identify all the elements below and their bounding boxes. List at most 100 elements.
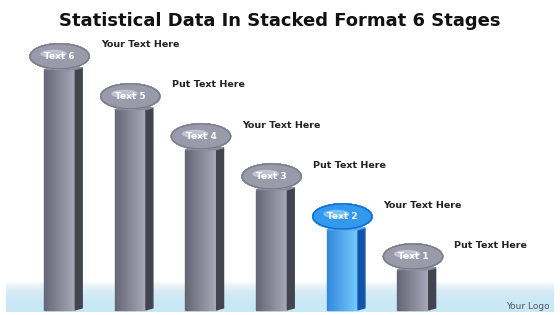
Bar <box>397 270 399 310</box>
Ellipse shape <box>242 164 301 189</box>
Ellipse shape <box>171 124 230 149</box>
Ellipse shape <box>384 244 442 269</box>
Ellipse shape <box>242 164 301 189</box>
Ellipse shape <box>313 204 372 229</box>
Bar <box>412 270 414 310</box>
Bar <box>420 270 421 310</box>
Ellipse shape <box>384 244 442 269</box>
Bar <box>195 150 197 310</box>
Polygon shape <box>146 108 153 310</box>
Ellipse shape <box>253 170 278 177</box>
Polygon shape <box>429 268 436 310</box>
Ellipse shape <box>384 244 442 269</box>
Bar <box>422 270 424 310</box>
Bar <box>136 110 137 310</box>
Text: Put Text Here: Put Text Here <box>313 161 386 169</box>
Bar <box>276 190 277 310</box>
Bar <box>281 190 282 310</box>
Text: Your Text Here: Your Text Here <box>101 40 179 49</box>
Bar <box>6 292 554 293</box>
Ellipse shape <box>242 164 301 189</box>
Ellipse shape <box>313 204 372 229</box>
Bar <box>55 70 57 310</box>
Bar <box>427 270 429 310</box>
Polygon shape <box>44 68 82 70</box>
Ellipse shape <box>313 204 372 229</box>
Bar <box>6 284 554 285</box>
Bar <box>131 110 132 310</box>
Bar <box>189 150 190 310</box>
Text: Your Text Here: Your Text Here <box>242 121 320 129</box>
Bar <box>406 270 407 310</box>
Bar <box>407 270 409 310</box>
Bar <box>333 230 334 310</box>
Ellipse shape <box>242 164 301 189</box>
Ellipse shape <box>171 124 230 149</box>
Text: Statistical Data In Stacked Format 6 Stages: Statistical Data In Stacked Format 6 Sta… <box>59 12 501 30</box>
Ellipse shape <box>30 44 89 69</box>
Ellipse shape <box>101 84 160 109</box>
Bar <box>335 230 337 310</box>
Text: Put Text Here: Put Text Here <box>454 241 527 250</box>
Bar <box>116 110 117 310</box>
Ellipse shape <box>30 44 89 69</box>
Ellipse shape <box>171 124 230 149</box>
Ellipse shape <box>112 90 137 97</box>
Bar <box>66 70 67 310</box>
Bar <box>277 190 278 310</box>
Ellipse shape <box>384 244 442 269</box>
Bar <box>69 70 70 310</box>
Ellipse shape <box>101 84 160 109</box>
Bar <box>356 230 357 310</box>
Bar <box>257 190 259 310</box>
Bar <box>417 270 419 310</box>
Bar <box>142 110 143 310</box>
Ellipse shape <box>384 244 442 269</box>
Bar <box>332 230 333 310</box>
Bar <box>421 270 422 310</box>
Ellipse shape <box>101 84 160 109</box>
Ellipse shape <box>313 204 372 229</box>
Ellipse shape <box>101 84 160 109</box>
Ellipse shape <box>30 44 89 69</box>
Bar <box>273 190 275 310</box>
Bar <box>275 190 276 310</box>
Bar <box>348 230 349 310</box>
Polygon shape <box>75 68 82 310</box>
Ellipse shape <box>242 164 301 189</box>
Bar <box>125 110 126 310</box>
Bar <box>117 110 118 310</box>
Ellipse shape <box>171 124 230 149</box>
Bar <box>212 150 213 310</box>
Bar <box>126 110 127 310</box>
Text: Text 4: Text 4 <box>185 132 216 141</box>
Bar <box>197 150 198 310</box>
Bar <box>415 270 416 310</box>
Text: Put Text Here: Put Text Here <box>171 80 244 89</box>
Ellipse shape <box>313 204 372 229</box>
Bar <box>351 230 352 310</box>
Bar <box>6 297 554 298</box>
Bar <box>133 110 135 310</box>
Ellipse shape <box>313 204 372 229</box>
Ellipse shape <box>384 244 442 269</box>
Ellipse shape <box>384 244 442 269</box>
Bar <box>123 110 125 310</box>
Bar <box>70 70 72 310</box>
Text: Text 3: Text 3 <box>256 172 287 181</box>
Ellipse shape <box>242 164 301 189</box>
Ellipse shape <box>242 164 301 189</box>
Bar <box>44 70 45 310</box>
Bar <box>6 291 554 292</box>
Text: Text 6: Text 6 <box>44 52 75 61</box>
Ellipse shape <box>30 44 89 69</box>
Ellipse shape <box>242 164 301 189</box>
Bar <box>53 70 54 310</box>
Bar <box>261 190 262 310</box>
Bar <box>330 230 332 310</box>
Bar <box>404 270 405 310</box>
Ellipse shape <box>324 210 349 217</box>
Bar <box>285 190 286 310</box>
Ellipse shape <box>171 124 230 149</box>
Bar <box>357 230 358 310</box>
